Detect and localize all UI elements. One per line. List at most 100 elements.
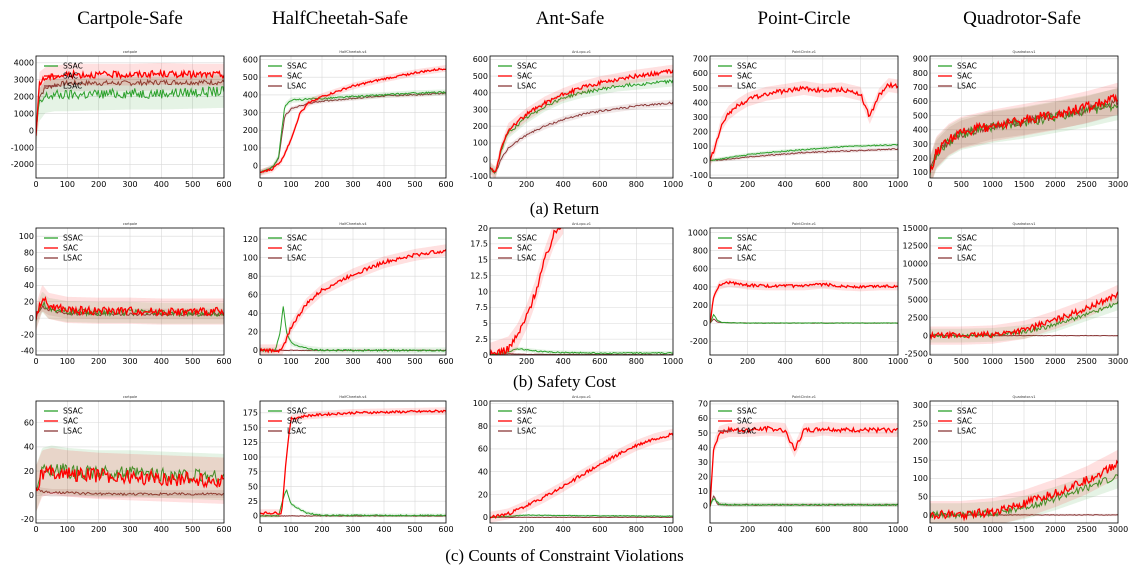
x-tick-label: 0 xyxy=(927,357,932,366)
y-tick-label: 120 xyxy=(243,235,258,244)
x-tick-label: 400 xyxy=(154,525,169,534)
x-tick-label: 1000 xyxy=(888,180,908,189)
y-tick-label: 300 xyxy=(693,113,708,122)
x-tick-label: 1000 xyxy=(888,525,908,534)
series-line-sac xyxy=(930,459,1118,522)
plot-frame xyxy=(35,400,225,524)
y-tick-label: 600 xyxy=(913,97,928,106)
chart-panel: cartpole 0 100 200 300 400 500 600 -2000 -1000 0 10… xyxy=(11,50,232,189)
legend-label-lsac: LSAC xyxy=(287,82,306,91)
legend-label-lsac: LSAC xyxy=(737,427,756,436)
legend-label-lsac: LSAC xyxy=(517,82,536,91)
panel-title: HalfCheetah-v4 xyxy=(339,50,367,54)
series-line-sac xyxy=(710,425,898,507)
y-tick-label: 100 xyxy=(243,144,258,153)
x-tick-label: 3000 xyxy=(1108,180,1128,189)
series-band-ssac xyxy=(260,303,446,354)
y-tick-label: 15 xyxy=(478,256,488,265)
plot-frame xyxy=(489,55,674,179)
legend-label-sac: SAC xyxy=(63,244,78,253)
y-tick-label: 20 xyxy=(698,472,708,481)
x-tick-label: 2500 xyxy=(1076,180,1096,189)
y-tick-label: 50 xyxy=(248,482,258,491)
legend-label-lsac: LSAC xyxy=(737,254,756,263)
chart-panel: Ant-cpo-v10 200 400 600 800 1000-100010020030… xyxy=(470,50,683,189)
x-tick-label: 2000 xyxy=(1045,180,1065,189)
y-tick-label: 300 xyxy=(913,140,928,149)
x-tick-label: 600 xyxy=(438,180,453,189)
series-line-sac xyxy=(490,68,673,173)
y-tick-label: -100 xyxy=(470,172,488,181)
legend-label-ssac: SSAC xyxy=(737,407,757,416)
x-tick-label: 800 xyxy=(853,525,868,534)
y-tick-label: 30 xyxy=(698,458,708,467)
y-tick-label: 20 xyxy=(478,490,488,499)
x-tick-label: 400 xyxy=(556,357,571,366)
x-tick-label: 400 xyxy=(556,525,571,534)
legend-label-ssac: SSAC xyxy=(737,234,757,243)
series-band-ssac xyxy=(930,296,1118,343)
y-tick-label: 0 xyxy=(923,331,928,340)
x-tick-label: 500 xyxy=(954,525,969,534)
y-tick-label: 400 xyxy=(693,283,708,292)
series-line-lsac xyxy=(260,91,446,174)
series-line-ssac xyxy=(490,348,673,355)
y-tick-label: 5 xyxy=(483,319,488,328)
y-tick-label: 7500 xyxy=(908,278,928,287)
legend-label-sac: SAC xyxy=(287,417,302,426)
y-tick-label: 60 xyxy=(248,291,258,300)
legend-label-sac: SAC xyxy=(287,72,302,81)
x-tick-label: 600 xyxy=(438,525,453,534)
legend-label-sac: SAC xyxy=(737,417,752,426)
y-tick-label: 150 xyxy=(243,423,258,432)
legend-label-ssac: SSAC xyxy=(517,62,537,71)
legend-label-ssac: SSAC xyxy=(63,62,83,71)
plot-frame xyxy=(709,400,899,524)
y-tick-label: 0 xyxy=(29,314,34,323)
x-tick-label: 100 xyxy=(60,525,75,534)
series-line-sac xyxy=(260,248,446,354)
x-tick-label: 1000 xyxy=(982,180,1002,189)
series-band-ssac xyxy=(930,88,1118,178)
y-tick-label: 100 xyxy=(473,399,488,408)
y-tick-label: 40 xyxy=(248,309,258,318)
series-band-ssac xyxy=(710,496,898,508)
plot-frame xyxy=(929,400,1119,524)
y-tick-label: 80 xyxy=(248,272,258,281)
x-tick-label: 300 xyxy=(122,357,137,366)
legend-label-sac: SAC xyxy=(63,72,78,81)
x-tick-label: 1500 xyxy=(1014,180,1034,189)
series-line-ssac xyxy=(490,79,673,174)
x-tick-label: 0 xyxy=(257,357,262,366)
x-tick-label: 1000 xyxy=(663,357,683,366)
x-tick-label: 800 xyxy=(629,180,644,189)
column-title-quadrotor: Quadrotor-Safe xyxy=(963,8,1081,29)
x-tick-label: 200 xyxy=(91,357,106,366)
y-tick-label: 600 xyxy=(243,55,258,64)
y-tick-label: 3000 xyxy=(14,76,34,85)
y-tick-label: 40 xyxy=(24,281,34,290)
plot-frame xyxy=(489,227,674,356)
y-tick-label: 400 xyxy=(473,89,488,98)
series-band-sac xyxy=(930,82,1118,178)
y-tick-label: 0 xyxy=(703,156,708,165)
series-band-ssac xyxy=(930,464,1118,523)
y-tick-label: 800 xyxy=(913,69,928,78)
y-tick-label: 0 xyxy=(483,155,488,164)
y-tick-label: 4000 xyxy=(14,59,34,68)
y-tick-label: 200 xyxy=(473,122,488,131)
y-tick-label: 300 xyxy=(473,105,488,114)
x-tick-label: 1000 xyxy=(982,357,1002,366)
column-title-cartpole: Cartpole-Safe xyxy=(77,8,183,29)
legend-label-ssac: SSAC xyxy=(63,234,83,243)
x-tick-label: 1000 xyxy=(888,357,908,366)
legend-label-lsac: LSAC xyxy=(957,254,976,263)
x-tick-label: 200 xyxy=(740,180,755,189)
y-tick-label: 400 xyxy=(243,91,258,100)
y-tick-label: 0 xyxy=(29,491,34,500)
x-tick-label: 2500 xyxy=(1076,357,1096,366)
